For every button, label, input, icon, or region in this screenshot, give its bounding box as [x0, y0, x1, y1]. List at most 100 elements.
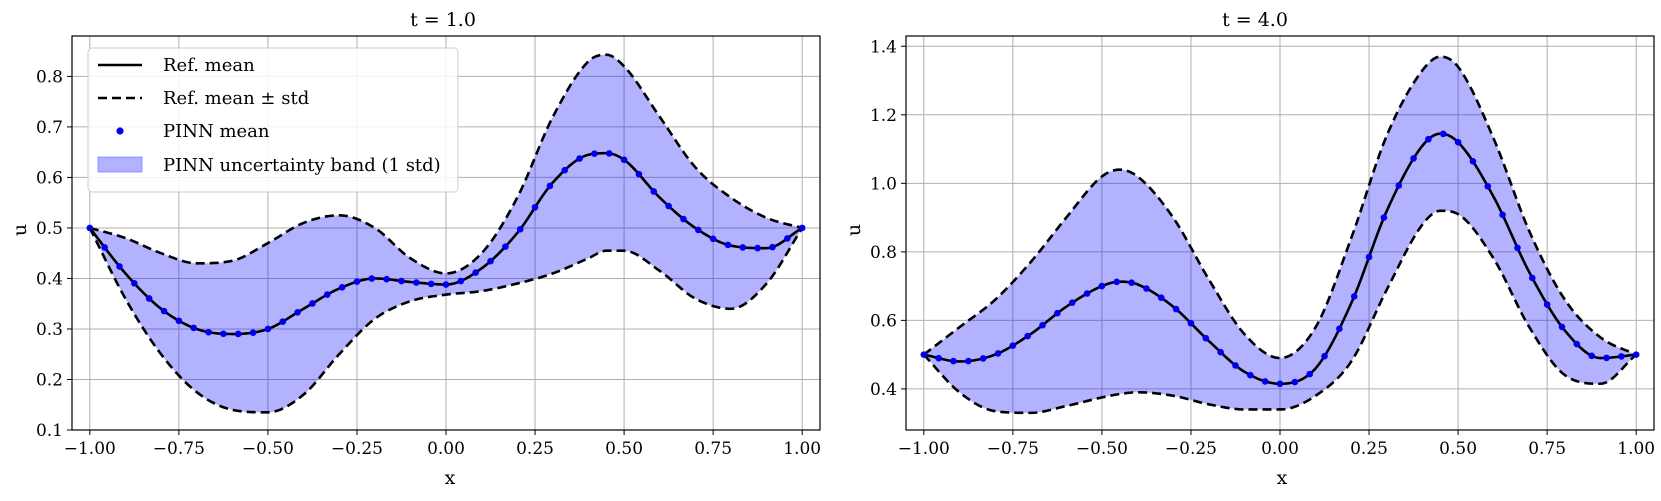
pinn-mean-point — [561, 166, 569, 174]
pinn-mean-point — [1068, 299, 1076, 307]
pinn-mean-point — [1187, 319, 1195, 327]
pinn-mean-point — [1232, 362, 1239, 369]
pinn-mean-point — [160, 307, 168, 315]
legend: Ref. mean Ref. mean ± std PINN mean PINN… — [87, 47, 459, 193]
pinn-mean-point — [1083, 290, 1091, 297]
pinn-mean-point — [1172, 305, 1180, 313]
pinn-mean-point — [1632, 351, 1640, 358]
pinn-mean-point — [116, 263, 123, 270]
pinn-mean-point — [1454, 138, 1462, 146]
pinn-mean-point — [1484, 182, 1492, 190]
x-tick-label: 0.25 — [1350, 439, 1388, 459]
legend-label-uncertainty-band: PINN uncertainty band (1 std) — [163, 155, 441, 176]
pinn-mean-point — [323, 291, 331, 298]
pinn-mean-point — [605, 150, 613, 157]
legend-label-ref-mean: Ref. mean — [163, 55, 255, 76]
pinn-mean-point — [1499, 211, 1506, 219]
pinn-mean-point — [1425, 135, 1432, 143]
pinn-mean-point — [1098, 282, 1106, 290]
y-tick-label: 0.8 — [36, 67, 63, 87]
pinn-mean-point — [368, 275, 376, 282]
y-axis-label: u — [9, 224, 31, 236]
pinn-mean-point — [1543, 301, 1551, 308]
pinn-mean-point — [531, 203, 539, 211]
y-tick-label: 0.4 — [870, 380, 897, 400]
pinn-mean-point — [665, 202, 672, 210]
y-tick-label: 1.2 — [870, 106, 897, 126]
pinn-mean-point — [1336, 325, 1343, 333]
pinn-mean-point — [86, 224, 94, 232]
pinn-mean-point — [635, 170, 643, 178]
pinn-mean-point — [1439, 130, 1447, 138]
pinn-mean-point — [1618, 353, 1625, 360]
pinn-mean-point — [739, 244, 747, 251]
pinn-mean-point — [264, 325, 272, 333]
pinn-mean-point — [383, 275, 390, 283]
pinn-mean-point — [935, 354, 942, 362]
pinn-mean-point — [234, 330, 242, 338]
pinn-mean-point — [502, 243, 509, 250]
pinn-mean-point — [1143, 285, 1150, 292]
pinn-mean-point — [279, 318, 287, 325]
pinn-mean-point — [413, 279, 420, 286]
pinn-mean-point — [724, 241, 732, 249]
pinn-mean-point — [1261, 378, 1269, 385]
pinn-mean-point — [1276, 380, 1284, 388]
x-tick-label: −0.25 — [331, 439, 383, 459]
pinn-mean-point — [427, 280, 435, 288]
pinn-mean-point — [1365, 253, 1373, 261]
x-tick-label: 1.00 — [1617, 439, 1655, 459]
pinn-mean-point — [1588, 352, 1595, 360]
pinn-mean-point — [1291, 378, 1299, 386]
pinn-mean-point — [591, 150, 598, 157]
panel-title: t = 1.0 — [410, 9, 476, 31]
pinn-mean-point — [1395, 182, 1403, 189]
legend-swatch-pinn-mean — [116, 127, 124, 135]
pinn-mean-point — [294, 309, 301, 316]
y-tick-label: 0.6 — [36, 168, 63, 188]
y-tick-label: 0.7 — [36, 118, 63, 138]
pinn-mean-point — [472, 269, 479, 276]
pinn-mean-point — [1469, 158, 1477, 165]
y-tick-label: 0.5 — [36, 219, 63, 239]
pinn-mean-point — [784, 235, 791, 242]
pinn-mean-point — [1024, 332, 1031, 340]
pinn-mean-point — [487, 257, 494, 265]
x-tick-label: −0.50 — [242, 439, 294, 459]
y-tick-label: 1.4 — [870, 37, 897, 57]
pinn-mean-point — [1410, 155, 1417, 162]
pinn-mean-point — [1113, 278, 1121, 286]
pinn-mean-point — [220, 330, 227, 338]
legend-swatch-uncertainty-band — [97, 156, 143, 173]
pinn-uncertainty-band — [923, 56, 1637, 413]
chart-panel-t1: −1.00 −0.75 −0.50 −0.25 0.00 0.25 0.50 0.75 1.00… — [9, 9, 821, 489]
panel-title: t = 4.0 — [1222, 9, 1288, 31]
x-tick-label: 0.75 — [1528, 439, 1566, 459]
pinn-mean-point — [1350, 293, 1358, 300]
pinn-mean-point — [1514, 244, 1521, 252]
x-tick-label: 0.00 — [1261, 439, 1299, 459]
pinn-mean-point — [1157, 294, 1165, 302]
x-axis-label: x — [1277, 467, 1288, 489]
pinn-mean-point — [131, 280, 138, 287]
pinn-mean-point — [920, 351, 928, 358]
x-tick-label: 1.00 — [783, 439, 821, 459]
pinn-mean-point — [175, 317, 183, 325]
pinn-mean-point — [650, 188, 658, 195]
y-tick-label: 0.6 — [870, 311, 897, 331]
pinn-mean-point — [101, 244, 108, 251]
y-tick-label: 0.3 — [36, 320, 63, 340]
pinn-mean-point — [338, 284, 346, 291]
pinn-mean-point — [309, 300, 316, 307]
pinn-mean-point — [546, 182, 554, 190]
y-axis-label: u — [843, 224, 865, 236]
y-tick-label: 0.2 — [36, 370, 63, 390]
x-tick-label: 0.50 — [1439, 439, 1477, 459]
series-ref-std-lower — [88, 227, 804, 414]
pinn-mean-point — [1558, 323, 1566, 331]
plot-area: −1.00 −0.75 −0.50 −0.25 0.00 0.25 0.50 0.75 1.00… — [870, 35, 1655, 459]
pinn-mean-point — [398, 277, 405, 285]
x-tick-label: −0.50 — [1076, 439, 1128, 459]
y-tick-label: 0.4 — [36, 269, 63, 289]
pinn-mean-point — [1217, 348, 1224, 356]
